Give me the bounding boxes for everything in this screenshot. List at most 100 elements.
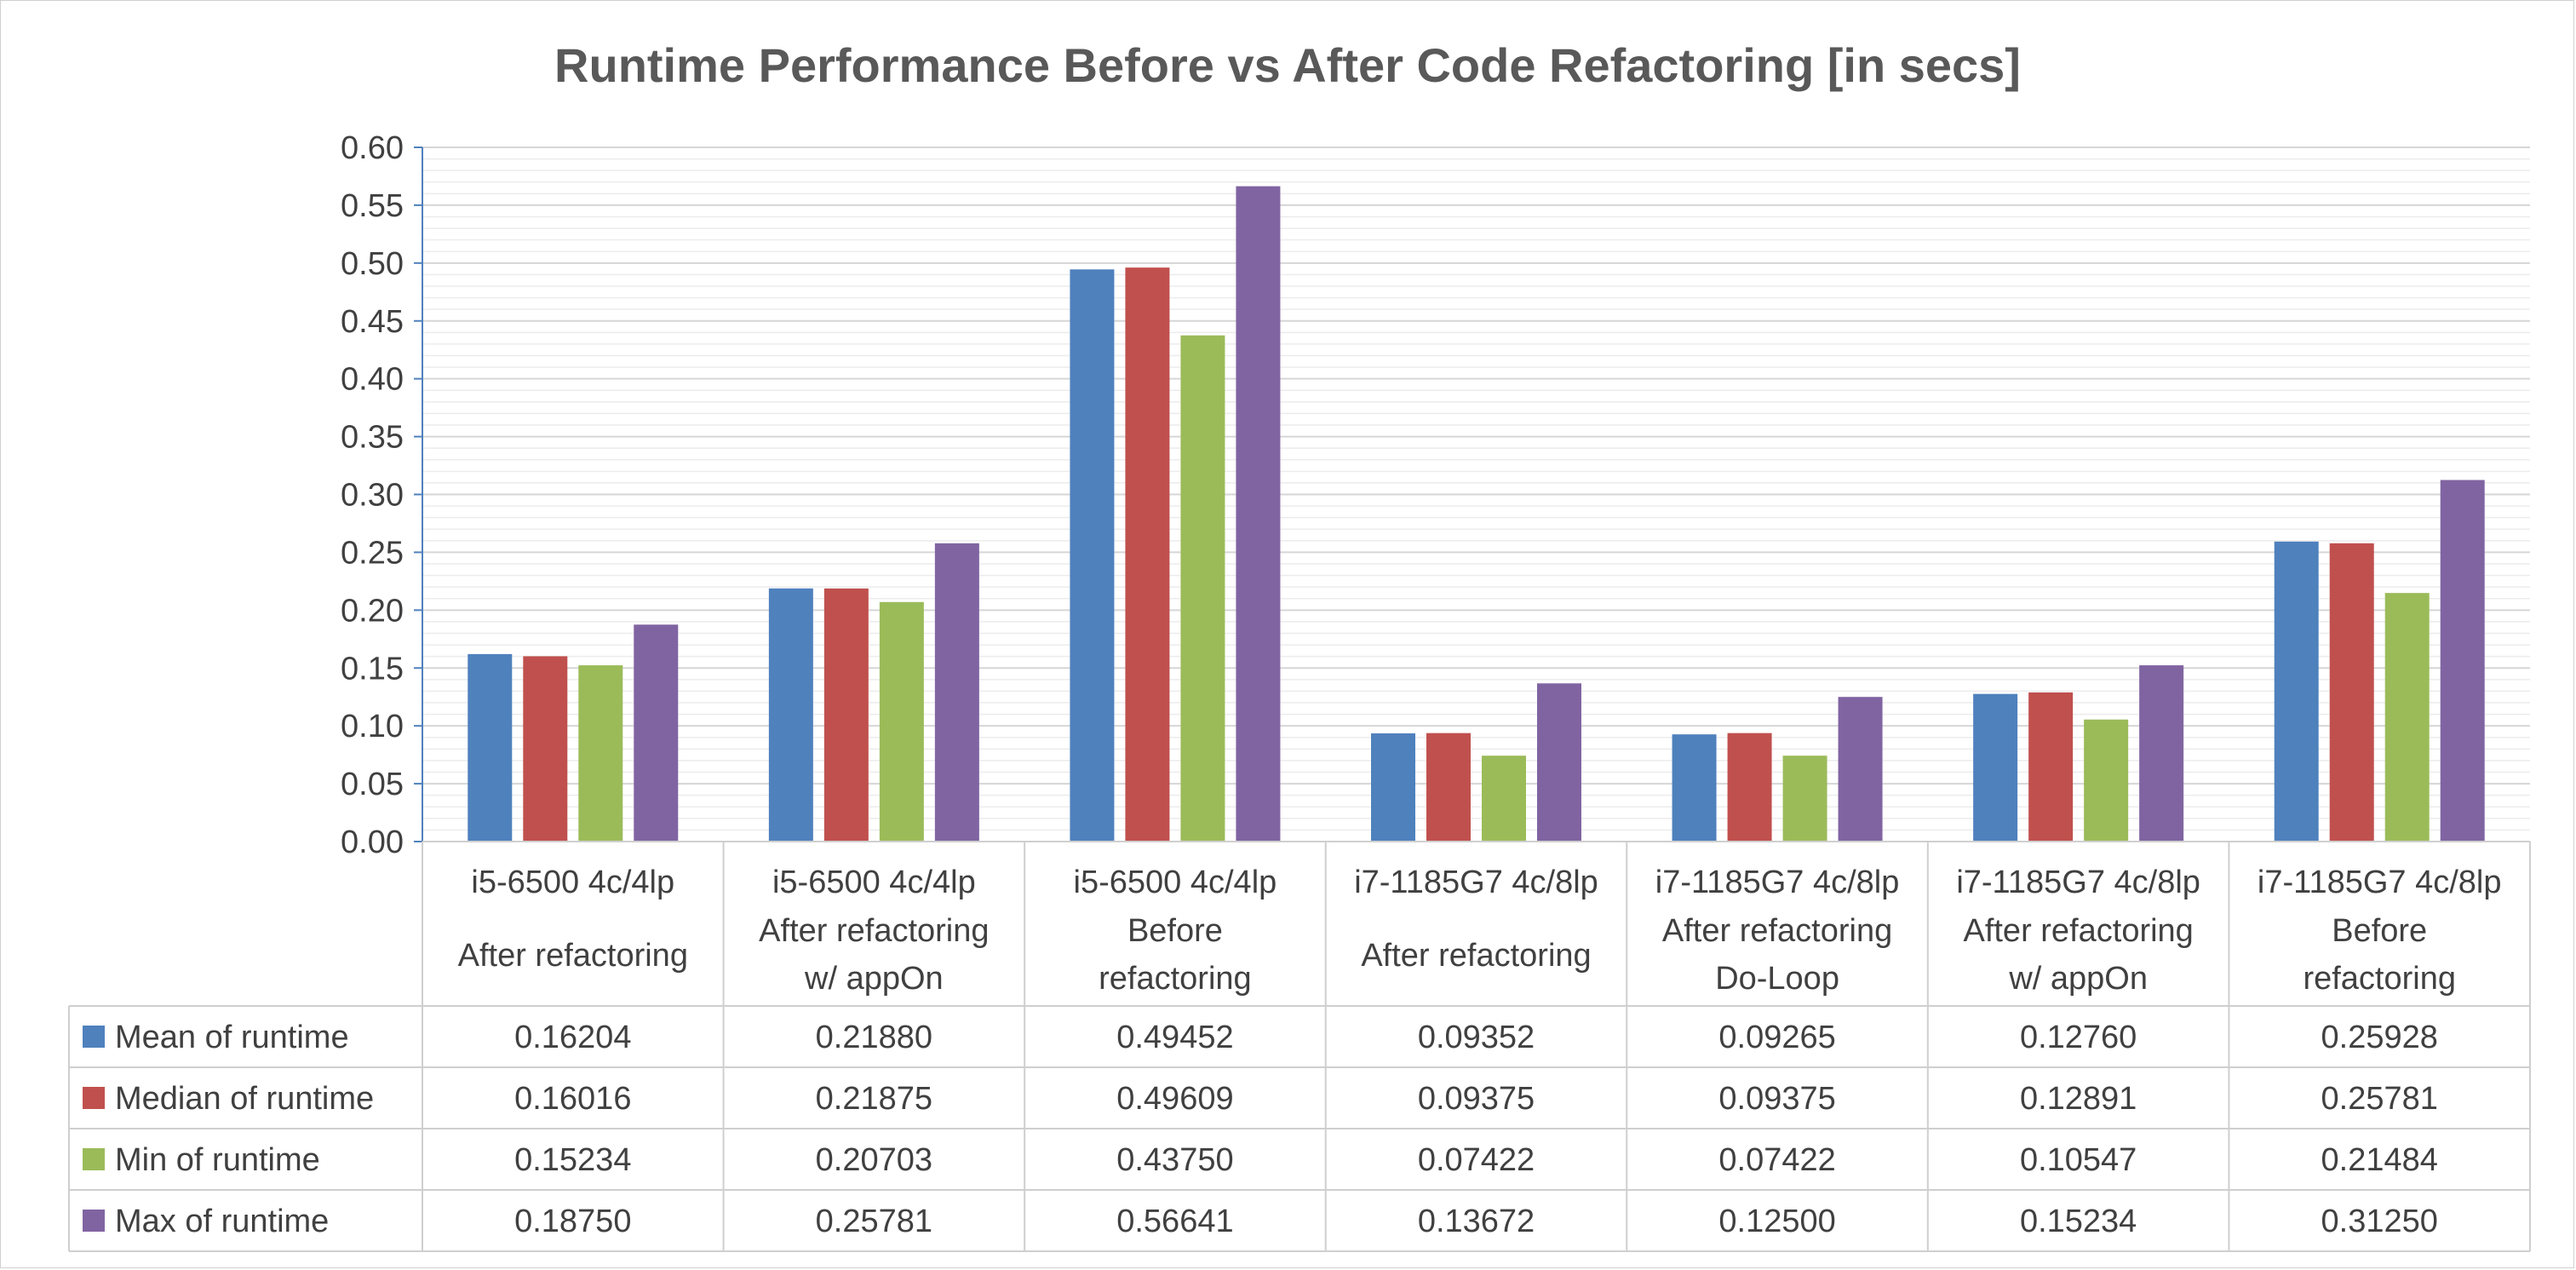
y-tick-label: 0.00	[341, 825, 404, 860]
category-label: Before	[1127, 913, 1223, 949]
category-label: i7-1185G7 4c/8lp	[2258, 865, 2502, 900]
bar	[823, 588, 869, 842]
bar	[1973, 693, 2018, 842]
y-tick-label: 0.50	[341, 246, 404, 282]
category-label: i7-1185G7 4c/8lp	[1655, 865, 1900, 900]
table-cell-value: 0.43750	[1116, 1142, 1233, 1178]
category-label: w/ appOn	[804, 961, 944, 997]
category-label: i5-6500 4c/4lp	[772, 865, 976, 900]
table-cell-value: 0.16204	[514, 1020, 631, 1055]
bars	[468, 186, 2485, 842]
axes: 0.00 0.05 0.10 0.15 0.20 0.25 0.30 0.35 0.40 0.45…	[341, 130, 423, 860]
data-table: i5-6500 4c/4lp After refactoring i5-6500 4…	[68, 841, 2531, 1252]
table-cell-value: 0.12760	[2020, 1020, 2137, 1055]
y-tick-label: 0.30	[341, 478, 404, 514]
bar	[1070, 269, 1115, 842]
table-cell-value: 0.21880	[816, 1020, 932, 1055]
table-cell-value: 0.25928	[2321, 1020, 2438, 1055]
table-cell-value: 0.13672	[1418, 1204, 1535, 1239]
category-label: After refactoring	[1361, 938, 1591, 974]
bar	[768, 588, 813, 842]
category-label: refactoring	[1099, 961, 1252, 997]
chart-title: Runtime Performance Before vs After Code…	[554, 38, 2021, 92]
legend-key	[83, 1026, 105, 1048]
bar	[1782, 756, 1827, 842]
bar	[523, 656, 568, 842]
bar	[1727, 733, 1772, 842]
category-label: After refactoring	[458, 938, 688, 974]
bar	[1180, 335, 1225, 842]
legend-label: Max of runtime	[115, 1204, 329, 1239]
category-label: i7-1185G7 4c/8lp	[1956, 865, 2200, 900]
category-label: After refactoring	[1963, 913, 2193, 949]
bar	[1236, 186, 1281, 842]
bar	[1672, 734, 1717, 842]
category-label: refactoring	[2303, 961, 2456, 997]
y-tick-label: 0.05	[341, 767, 404, 802]
table-cell-value: 0.56641	[1116, 1204, 1233, 1239]
table-cell-value: 0.25781	[2321, 1081, 2438, 1117]
table-cell-value: 0.15234	[514, 1142, 631, 1178]
category-label: i5-6500 4c/4lp	[471, 865, 674, 900]
table-cell-value: 0.12891	[2020, 1081, 2137, 1117]
category-label: After refactoring	[759, 913, 989, 949]
y-tick-label: 0.35	[341, 420, 404, 456]
table-cell-value: 0.07422	[1718, 1142, 1835, 1178]
table-cell-value: 0.21875	[816, 1081, 932, 1117]
y-tick-label: 0.25	[341, 535, 404, 571]
table-cell-value: 0.49452	[1116, 1020, 1233, 1055]
category-label: i5-6500 4c/4lp	[1074, 865, 1277, 900]
table-cell-value: 0.49609	[1116, 1081, 1233, 1117]
legend-key	[83, 1148, 105, 1170]
gridlines	[422, 147, 2530, 831]
table-cell-value: 0.09375	[1718, 1081, 1835, 1117]
bar	[2084, 719, 2129, 842]
bar	[468, 653, 513, 842]
table-cell-value: 0.10547	[2020, 1142, 2137, 1178]
bar	[578, 665, 623, 842]
legend-key	[83, 1087, 105, 1109]
bar	[1838, 697, 1883, 842]
bar	[2028, 692, 2074, 842]
bar	[634, 624, 679, 842]
bar	[1125, 267, 1170, 842]
y-tick-label: 0.45	[341, 304, 404, 340]
table-cell-value: 0.09352	[1418, 1020, 1535, 1055]
bar	[1371, 733, 1415, 842]
legend-label: Median of runtime	[115, 1081, 374, 1117]
bar	[879, 601, 924, 842]
bar	[1482, 756, 1526, 842]
y-tick-label: 0.60	[341, 130, 404, 166]
category-label: After refactoring	[1662, 913, 1892, 949]
bar	[2139, 665, 2184, 842]
table-cell-value: 0.12500	[1718, 1204, 1835, 1239]
bar	[2440, 480, 2485, 842]
category-label: Do-Loop	[1715, 961, 1839, 997]
y-tick-label: 0.10	[341, 709, 404, 744]
bar	[1426, 733, 1471, 842]
category-label: w/ appOn	[2008, 961, 2148, 997]
table-cell-value: 0.25781	[816, 1204, 932, 1239]
category-label: i7-1185G7 4c/8lp	[1354, 865, 1598, 900]
y-tick-label: 0.20	[341, 593, 404, 629]
table-cell-value: 0.09375	[1418, 1081, 1535, 1117]
legend-key	[83, 1210, 105, 1232]
table-cell-value: 0.21484	[2321, 1142, 2438, 1178]
table-cell-value: 0.31250	[2321, 1204, 2438, 1239]
bar	[934, 543, 979, 842]
bar	[2329, 543, 2374, 842]
table-cell-value: 0.20703	[816, 1142, 932, 1178]
y-tick-label: 0.55	[341, 188, 404, 224]
bar	[2274, 541, 2319, 842]
legend-label: Min of runtime	[115, 1142, 320, 1178]
table-cell-value: 0.07422	[1418, 1142, 1535, 1178]
category-label: Before	[2332, 913, 2427, 949]
bar	[1537, 683, 1581, 842]
legend-label: Mean of runtime	[115, 1020, 349, 1055]
y-tick-label: 0.15	[341, 651, 404, 687]
table-cell-value: 0.09265	[1718, 1020, 1835, 1055]
y-tick-label: 0.40	[341, 362, 404, 398]
bar	[2384, 593, 2430, 842]
